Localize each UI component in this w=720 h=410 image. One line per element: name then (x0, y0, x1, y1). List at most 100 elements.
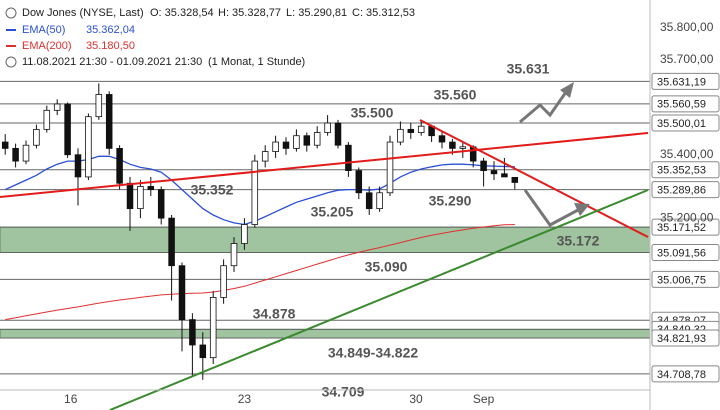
price-tag-label: 35.631,19 (657, 76, 706, 88)
candle-body (241, 224, 248, 244)
candle-body (261, 151, 269, 162)
price-tag-box (651, 114, 720, 132)
candle-body (449, 141, 456, 149)
support-zone (0, 328, 651, 339)
x-tick-label: 23 (238, 392, 252, 406)
candle-body (303, 135, 311, 146)
candle-body (480, 160, 487, 171)
price-tags: 35.631,19 35.560,59 35.500,01 35.352,53 35.2… (651, 72, 720, 383)
arrow (523, 189, 579, 227)
candle-body (511, 176, 519, 183)
candle-body (33, 128, 40, 146)
candle-body (12, 147, 19, 162)
candle-body (168, 217, 175, 267)
candle-body (64, 103, 71, 156)
price-tag-box (651, 218, 720, 236)
legend-label: EMA(50) (22, 24, 65, 36)
candle-body (199, 344, 207, 359)
price-tag-label: 34.708,78 (657, 369, 706, 381)
candle-body (417, 125, 425, 133)
candle-body (345, 144, 352, 171)
candle-body (230, 243, 238, 267)
arrow-head (560, 82, 574, 98)
price-tag-label: 34.821,93 (657, 333, 706, 345)
candle-body (334, 122, 342, 146)
candle-body (324, 122, 331, 133)
price-tag: 34.821,93 (651, 329, 720, 347)
candle-body (1, 141, 9, 149)
price-tag: 34.708,78 (651, 365, 720, 383)
candle-body (209, 297, 217, 359)
candle-body (43, 109, 51, 130)
candle-body (95, 94, 103, 118)
price-tag-label: 35.560,59 (657, 99, 706, 111)
candle-body (386, 141, 394, 194)
legend-icon (5, 7, 17, 19)
legend-label: EMA(200) (22, 40, 72, 52)
legend-value: 35.362,04 (86, 24, 135, 36)
candle-body (85, 116, 92, 178)
y-tick-label: 35.800,00 (660, 20, 714, 34)
candle-body (157, 189, 165, 219)
candle-body (293, 135, 300, 149)
price-tag: 35.171,52 (651, 218, 720, 236)
candle-body (407, 128, 415, 133)
arrow (519, 91, 568, 124)
x-tick-label: Sep (473, 392, 495, 406)
price-tag-box (651, 72, 720, 90)
ohlc-label: L: 35.290,81 (286, 7, 347, 19)
candle-body (178, 265, 186, 321)
price-tag: 35.631,19 (651, 72, 720, 90)
annotation: 34.849-34.822 (328, 345, 419, 361)
legend-bg (0, 0, 420, 70)
price-tag-box (651, 270, 720, 288)
trend-line (419, 119, 649, 238)
candle-body (313, 132, 321, 146)
annotation: 34.709 (322, 384, 365, 400)
price-tag: 35.289,86 (651, 181, 720, 199)
price-tag-label: 35.500,01 (657, 118, 706, 130)
ohlc-label: O: 35.328,54 (150, 7, 214, 19)
y-tick-label: 35.200,00 (660, 210, 714, 224)
annotations: 35.631 35.560 35.500 35.352 35.205 35.290 35.1… (191, 61, 600, 400)
price-tag-label: 35.289,86 (657, 185, 706, 197)
candle-body (272, 141, 279, 152)
price-tag-box (651, 329, 720, 347)
candle-body (74, 154, 82, 178)
price-tag: 35.352,53 (651, 161, 720, 179)
candle-body (459, 146, 467, 149)
candle-body (365, 192, 373, 210)
price-tag-box (651, 244, 720, 262)
levels (0, 80, 650, 375)
x-tick-label: 30 (409, 392, 423, 406)
price-tag-box (651, 181, 720, 199)
candle-body (116, 147, 123, 184)
candle-body (438, 135, 446, 143)
candle-body (355, 170, 363, 194)
candle-body (220, 265, 227, 298)
arrow-head (574, 203, 590, 216)
annotation: 35.560 (434, 87, 477, 103)
candle-body (501, 173, 508, 178)
support-zone (0, 226, 651, 254)
legend: Dow Jones (NYSE, Last) O: 35.328,54 H: 3… (5, 7, 415, 68)
y-tick-label: 35.400,00 (660, 147, 714, 161)
candle-body (376, 192, 383, 210)
zones (0, 226, 651, 339)
annotation: 35.290 (429, 193, 472, 209)
candle-body (282, 141, 290, 149)
candle-body (53, 103, 61, 111)
candle-body (105, 94, 113, 149)
price-tag: 35.500,01 (651, 114, 720, 132)
candle-body (147, 186, 155, 191)
legend-title: Dow Jones (NYSE, Last) (22, 7, 144, 19)
annotation: 35.352 (191, 182, 234, 198)
price-tag-label: 35.171,52 (657, 222, 706, 234)
trend-line (0, 132, 649, 198)
x-tick-label: 16 (64, 392, 78, 406)
trend-line (109, 189, 649, 410)
candle-body (22, 144, 30, 162)
annotation: 34.878 (253, 306, 296, 322)
